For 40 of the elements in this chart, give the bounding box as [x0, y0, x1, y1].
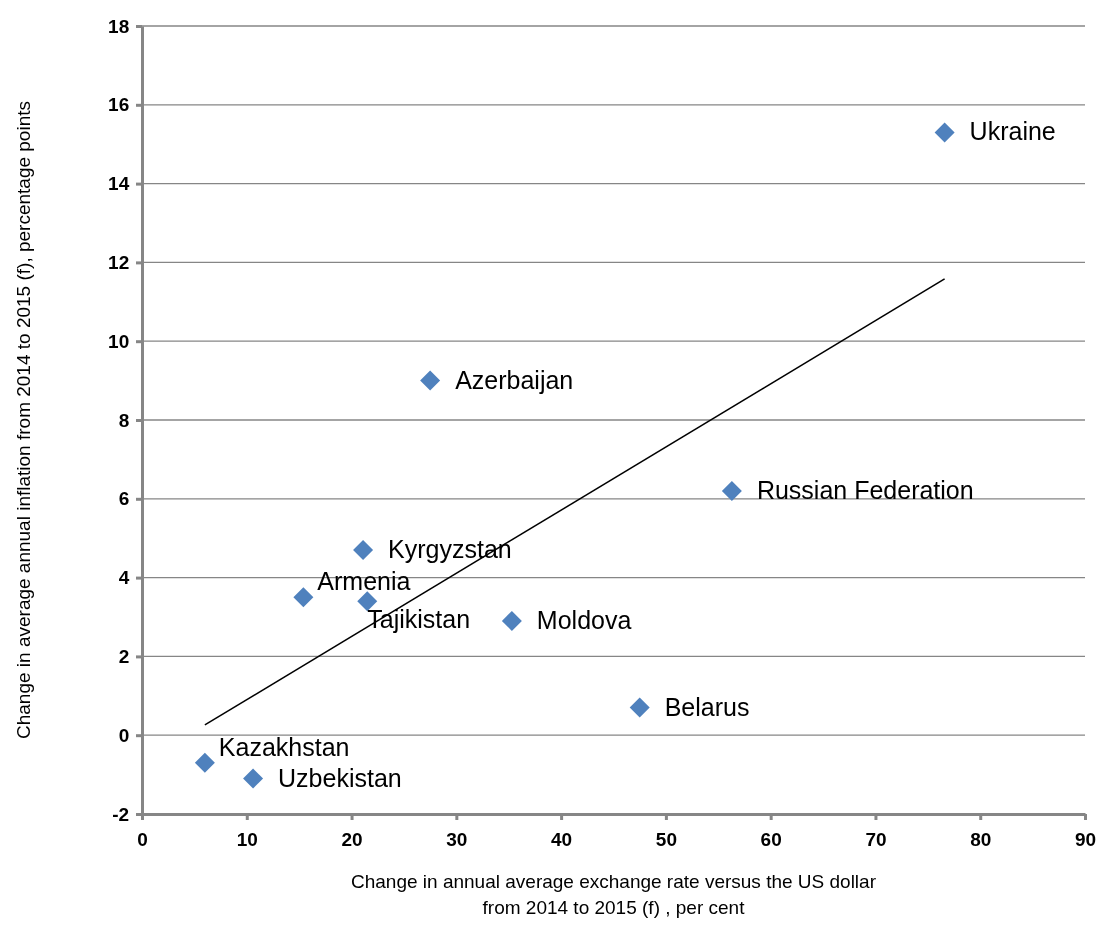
x-tick-label: 80: [970, 828, 992, 850]
x-tick-label: 90: [1074, 828, 1097, 850]
annotation: Ukraine: [969, 117, 1056, 146]
y-tick-label: -2: [112, 803, 130, 825]
x-tick-label: 30: [446, 828, 468, 850]
annotation: Moldova: [536, 605, 632, 634]
y-tick-label: 8: [118, 409, 130, 431]
y-tick-label: 16: [108, 94, 130, 116]
annotation: Armenia: [317, 567, 411, 596]
point: [934, 122, 955, 143]
x-tick-label: 0: [137, 828, 148, 850]
x-tick-label: 20: [341, 828, 363, 850]
y-tick-label: 0: [118, 724, 130, 746]
y-axis-title: Change in average annual inflation from 2014 to 2015 (f), percentage points: [13, 101, 34, 739]
y-tick-label: 14: [108, 173, 130, 195]
x-tick-label: 70: [865, 828, 887, 850]
point: [353, 540, 374, 561]
y-tick-label: 12: [108, 251, 130, 273]
point: [293, 587, 314, 608]
annotation: Azerbaijan: [455, 365, 574, 394]
x-tick-label: 40: [551, 828, 573, 850]
y-tick-label: 10: [108, 330, 130, 352]
y-tick-label: 2: [118, 645, 130, 667]
x-tick-label: 50: [655, 828, 677, 850]
point: [721, 480, 742, 501]
point: [243, 768, 264, 789]
annotation: Uzbekistan: [278, 763, 402, 792]
point: [629, 697, 650, 718]
x-tick-label: 60: [760, 828, 782, 850]
point: [194, 752, 215, 773]
point: [420, 370, 441, 391]
y-tick-label: 6: [118, 488, 130, 510]
x-tick-label: 10: [236, 828, 258, 850]
annotation: Belarus: [664, 692, 750, 721]
annotation: Kazakhstan: [218, 732, 350, 761]
point: [501, 610, 522, 631]
annotation: Russian Federation: [756, 475, 974, 504]
y-tick-label: 4: [118, 567, 130, 589]
y-tick-label: 18: [108, 15, 130, 37]
x-axis-title: Change in annual average exchange rate versus the US dollar from 2014 to 2015 (f) , per cent: [351, 871, 877, 918]
